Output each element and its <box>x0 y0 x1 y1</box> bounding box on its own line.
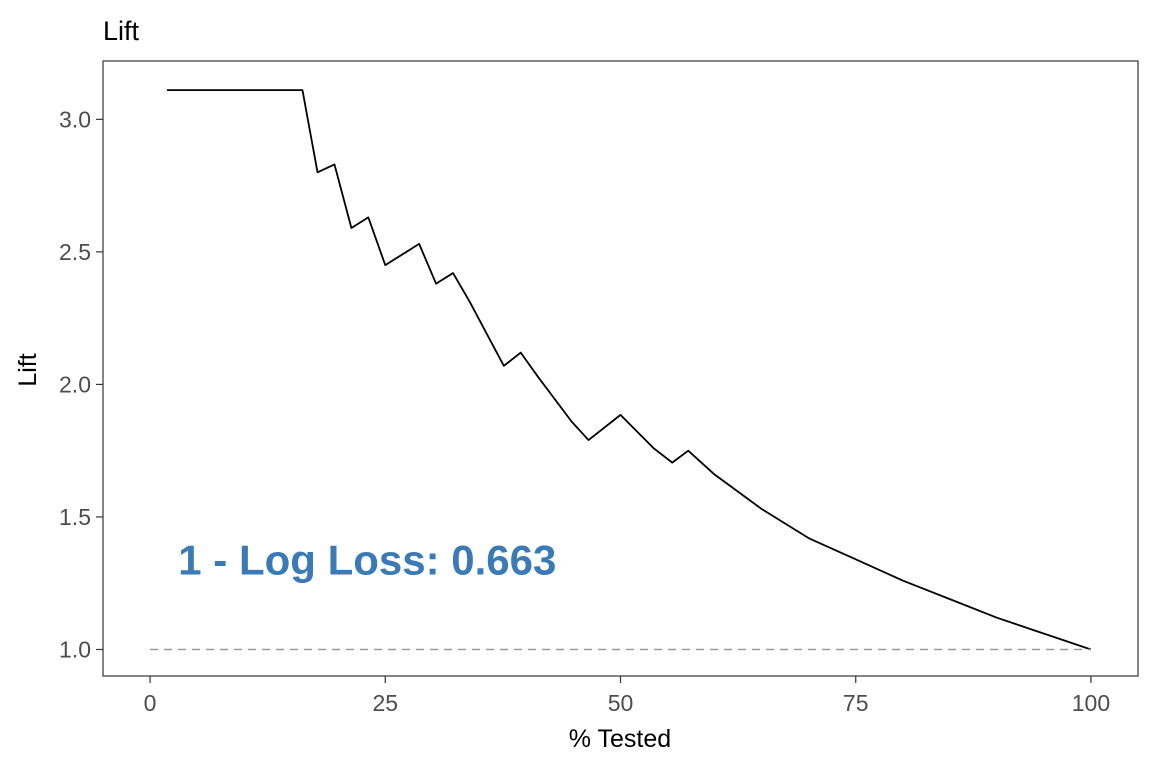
y-axis: 1.0 1.5 2.0 2.5 3.0 <box>59 106 103 662</box>
x-tick-label: 25 <box>372 690 398 716</box>
y-tick-label: 2.5 <box>59 239 91 265</box>
y-tick-label: 1.5 <box>59 504 91 530</box>
y-tick-label: 2.0 <box>59 371 91 397</box>
chart-title: Lift <box>103 16 140 46</box>
y-axis-title: Lift <box>14 353 42 386</box>
y-tick-label: 1.0 <box>59 636 91 662</box>
x-tick-label: 0 <box>144 690 157 716</box>
y-tick-label: 3.0 <box>59 106 91 132</box>
plot-panel <box>102 60 1139 677</box>
x-tick-label: 100 <box>1072 690 1110 716</box>
x-tick-label: 75 <box>843 690 869 716</box>
series-layer <box>150 89 1092 651</box>
lift-curve <box>166 89 1092 651</box>
x-axis: 0 25 50 75 100 <box>144 676 1110 716</box>
x-tick-label: 50 <box>608 690 634 716</box>
log-loss-annotation: 1 - Log Loss: 0.663 <box>178 536 556 583</box>
x-axis-title: % Tested <box>569 725 671 753</box>
